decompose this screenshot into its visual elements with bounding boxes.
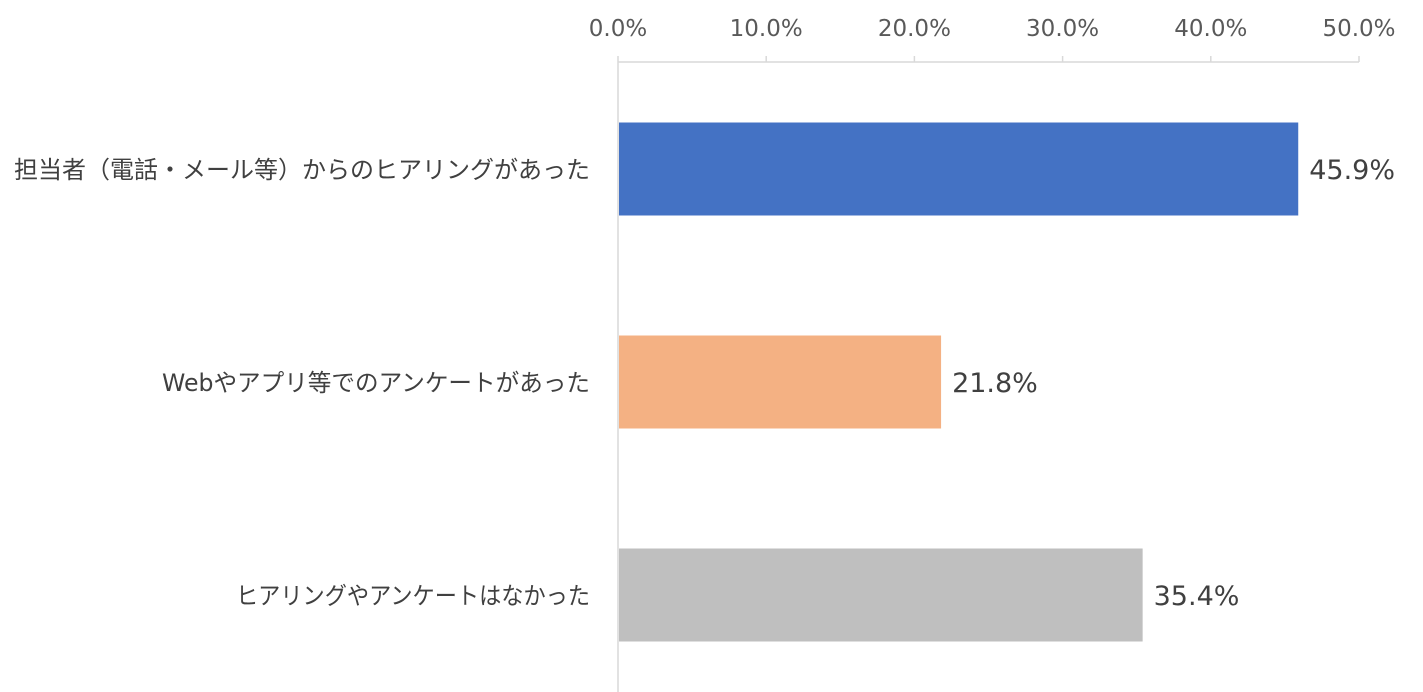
data-label: 35.4% xyxy=(1154,581,1240,612)
x-tick-label: 40.0% xyxy=(1174,16,1247,42)
category-label: 担当者（電話・メール等）からのヒアリングがあった xyxy=(14,156,590,184)
category-label: ヒアリングやアンケートはなかった xyxy=(236,582,590,610)
bars xyxy=(619,122,1299,642)
labels: 担当者（電話・メール等）からのヒアリングがあった 45.9% Webやアプリ等でのア… xyxy=(14,155,1395,612)
x-tick-label: 0.0% xyxy=(589,16,647,42)
x-axis: 0.0% 10.0% 20.0% 30.0% 40.0% 50.0% xyxy=(589,16,1396,692)
bar xyxy=(619,335,942,429)
x-tick-label: 30.0% xyxy=(1026,16,1099,42)
bar xyxy=(619,122,1299,216)
x-tick-label: 10.0% xyxy=(730,16,803,42)
x-tick-label: 20.0% xyxy=(878,16,951,42)
data-label: 45.9% xyxy=(1309,155,1395,186)
x-tick-label: 50.0% xyxy=(1322,16,1395,42)
bar xyxy=(619,548,1143,642)
data-label: 21.8% xyxy=(952,368,1038,399)
category-label: Webやアプリ等でのアンケートがあった xyxy=(162,369,590,397)
